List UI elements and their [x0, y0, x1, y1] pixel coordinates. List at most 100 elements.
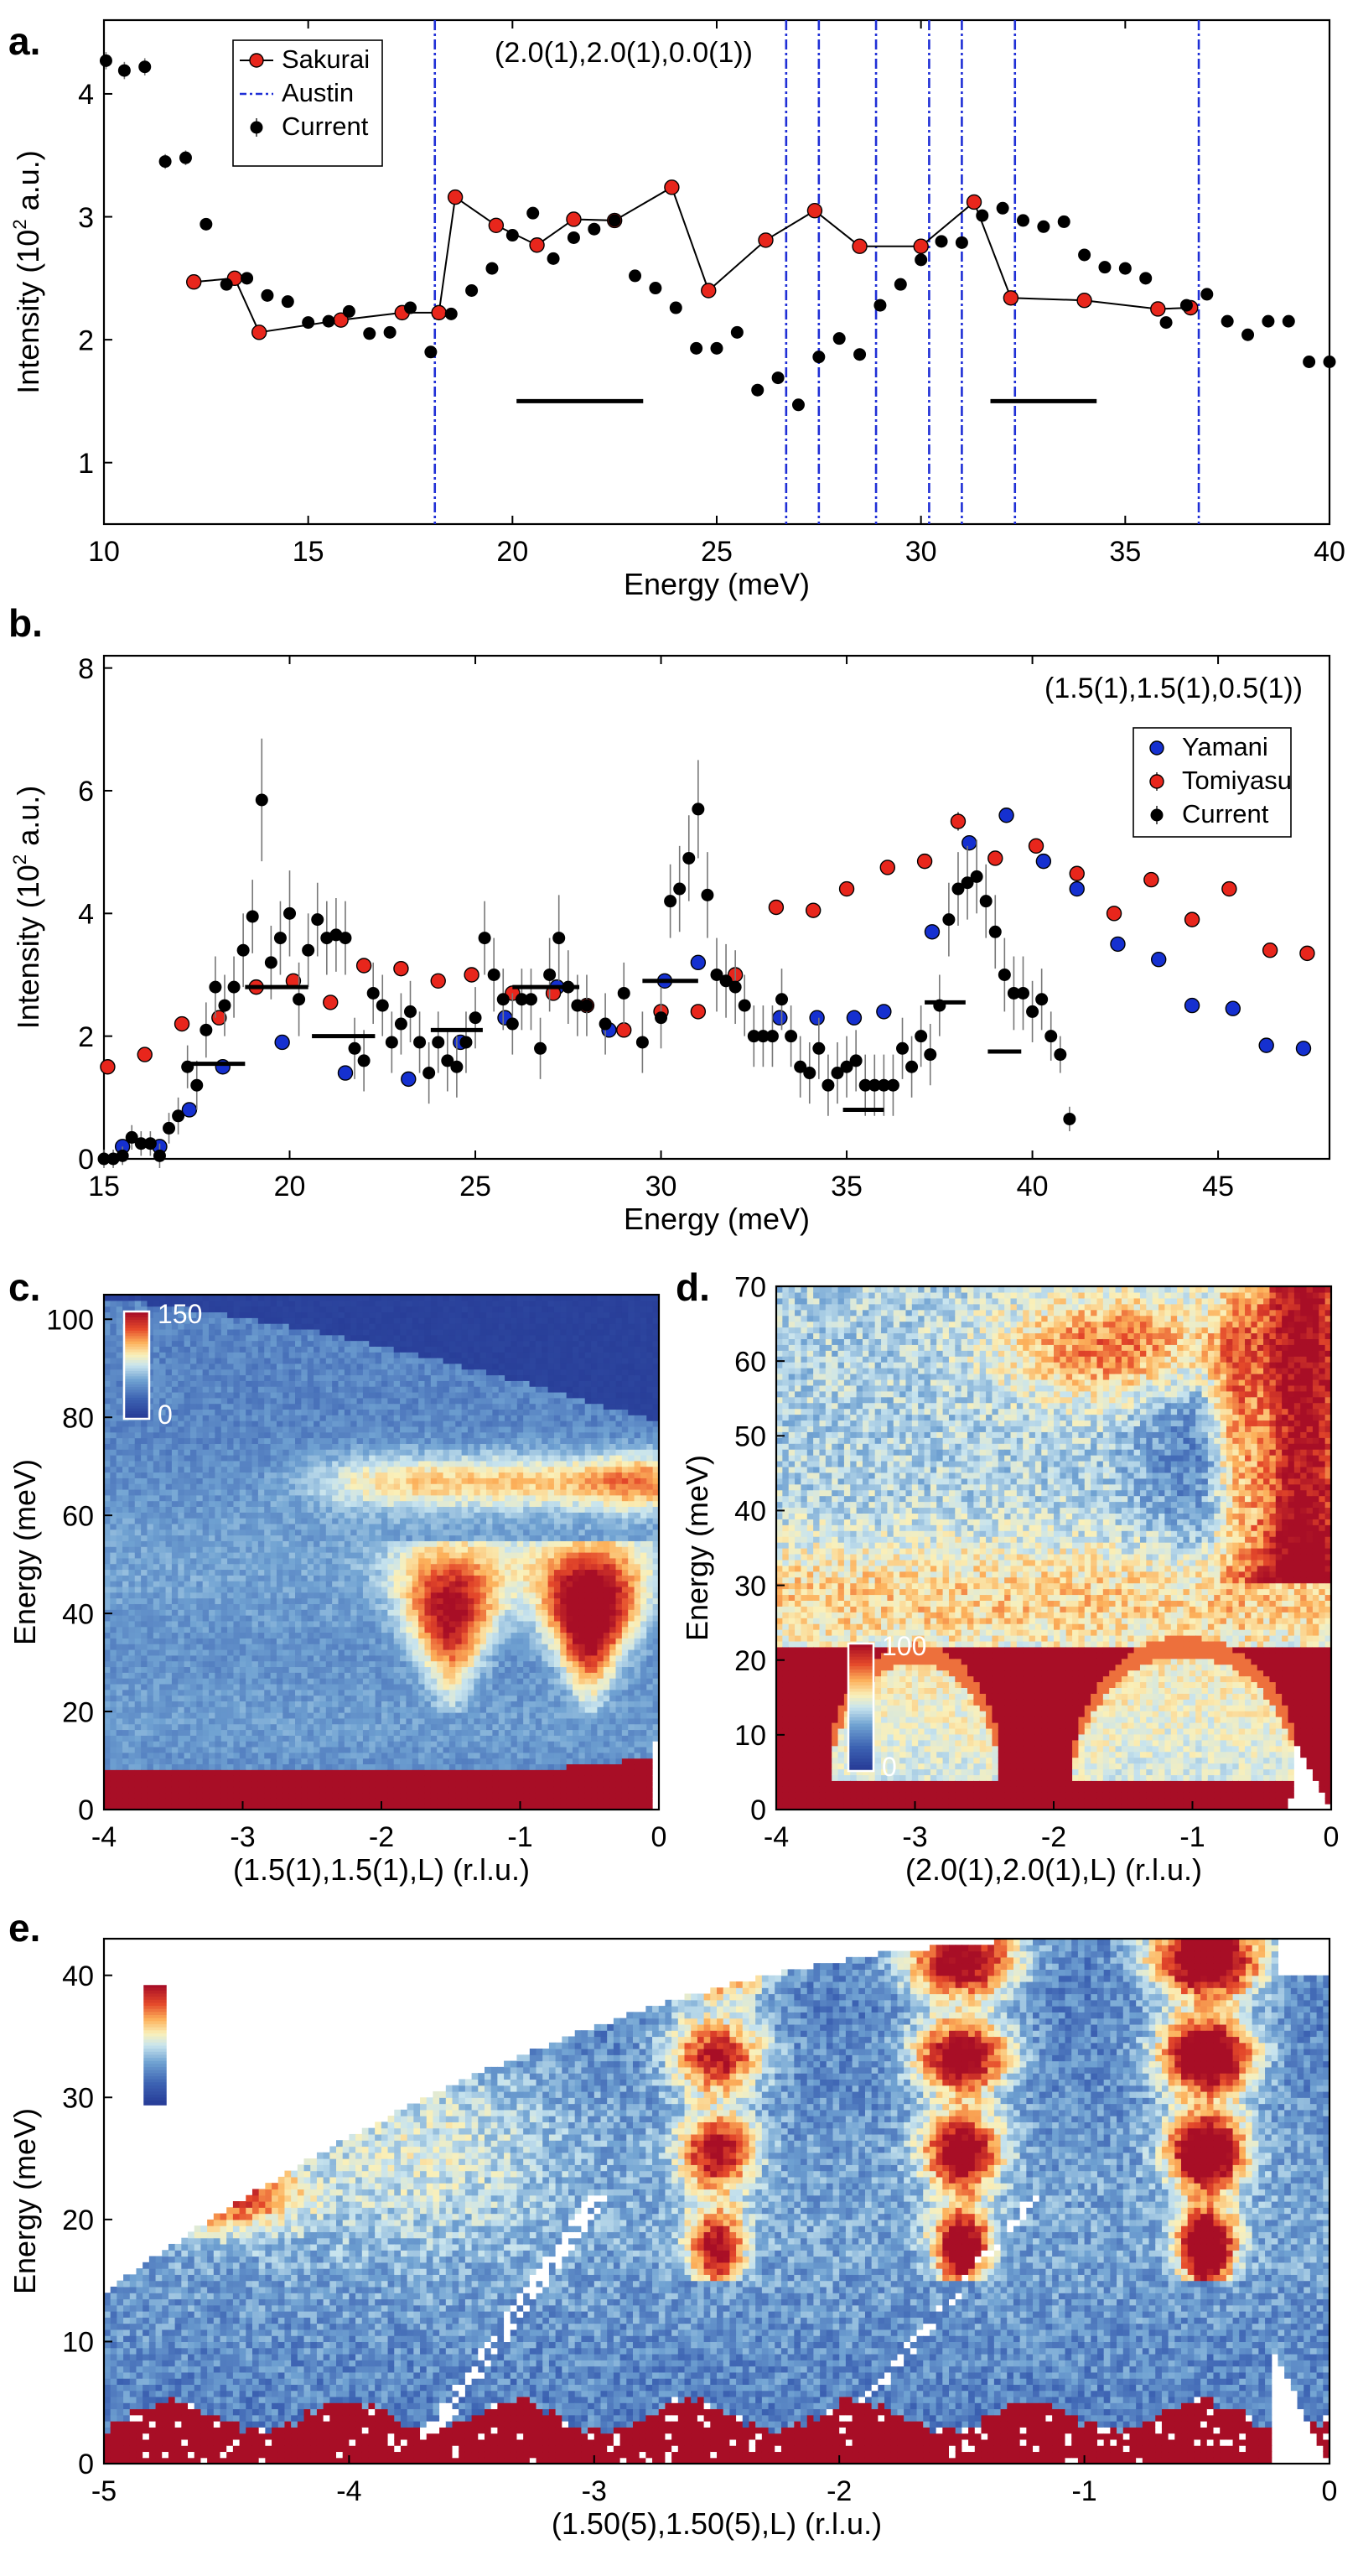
legend-label: Current — [1182, 799, 1269, 828]
legend-marker — [1149, 740, 1164, 756]
current-point — [915, 253, 928, 267]
colorbar-segment — [143, 1992, 168, 1997]
x-tick-label: 25 — [459, 1171, 491, 1202]
current-point — [376, 999, 389, 1012]
y-axis-label: Energy (meV) — [680, 1455, 714, 1641]
colorbar-frame — [122, 1310, 151, 1420]
colorbar-segment — [124, 1317, 149, 1321]
current-point — [1282, 314, 1295, 328]
current-point — [496, 993, 510, 1006]
colorbar-min: 0 — [176, 2087, 191, 2117]
y-tick-label: 20 — [62, 1696, 94, 1728]
colorbar-segment — [848, 1669, 873, 1673]
colorbar-segment — [848, 1764, 873, 1768]
plot-frame — [102, 1937, 1331, 2465]
current-point — [485, 262, 499, 275]
sakurai-line — [194, 185, 1191, 334]
x-tick-label: 0 — [651, 1821, 667, 1853]
colorbar-segment — [143, 2033, 168, 2037]
colorbar-segment — [848, 1736, 873, 1740]
y-tick-label: 20 — [734, 1645, 766, 1677]
legend-marker — [1149, 774, 1164, 789]
current-point — [348, 1041, 361, 1055]
legend-label: Yamani — [1182, 732, 1268, 761]
current-point — [635, 1036, 649, 1049]
current-point — [1118, 262, 1132, 275]
x-axis-label: Energy (meV) — [624, 1202, 810, 1236]
y-tick-label: 0 — [78, 1144, 94, 1176]
x-tick-label: 15 — [88, 1171, 120, 1202]
current-point — [791, 398, 805, 412]
x-tick-label: 45 — [1202, 1171, 1234, 1202]
axes: 15 20 25 30 35 40 45 0 2 4 6 8 Energy (meV) Intensity… — [9, 653, 1331, 1236]
sakurai-point — [186, 274, 202, 290]
current-point — [649, 282, 662, 295]
current-point — [342, 304, 355, 318]
colorbar-segment — [143, 2042, 168, 2046]
colorbar-segment — [848, 1726, 873, 1731]
current-point — [459, 1036, 473, 1049]
current-point — [858, 1078, 872, 1092]
colorbar-segment — [143, 2045, 168, 2049]
colorbar-segment — [124, 1359, 149, 1363]
current-point — [413, 1036, 427, 1049]
current-point — [322, 314, 335, 328]
current-point — [547, 252, 560, 265]
axes: -5 -4 -3 -2 -1 0 0 10 20 30 40 (1.50(5),1.50(5),L) … — [8, 1937, 1337, 2541]
y-axis-label: Intensity (102 a.u.) — [9, 150, 45, 394]
current-point — [730, 325, 744, 339]
colorbar-segment — [848, 1678, 873, 1683]
yamani-point — [809, 1010, 825, 1026]
legend-marker — [249, 53, 264, 68]
x-tick-label: 30 — [905, 536, 937, 568]
colorbar-segment — [143, 2018, 168, 2022]
colorbar-max: 100 — [882, 1631, 926, 1661]
current-point — [209, 980, 222, 994]
current-point — [756, 1030, 770, 1043]
x-tick-label: -5 — [91, 2475, 117, 2507]
current-point — [218, 999, 231, 1012]
current-point — [153, 1149, 166, 1162]
current-point — [273, 932, 287, 945]
colorbar-segment — [848, 1704, 873, 1708]
x-tick-label: -3 — [902, 1821, 927, 1853]
colorbar: 100 0 — [847, 1631, 926, 1782]
x-tick-label: 40 — [1314, 536, 1345, 568]
tomiyasu-point — [1184, 911, 1200, 927]
current-point — [1017, 986, 1029, 1000]
tomiyasu-point — [987, 850, 1003, 866]
colorbar-segment — [124, 1397, 149, 1401]
plot-area — [97, 738, 1315, 1168]
current-point — [281, 295, 294, 309]
colorbar-segment — [848, 1768, 873, 1772]
yamani-point — [1295, 1041, 1312, 1057]
current-point — [877, 1078, 890, 1092]
tomiyasu-point — [1262, 943, 1278, 958]
colorbar-segment — [143, 2103, 168, 2107]
x-tick-label: -1 — [507, 1821, 532, 1853]
x-tick-label: -1 — [1179, 1821, 1205, 1853]
current-point — [524, 993, 537, 1006]
current-point — [441, 1054, 454, 1067]
colorbar-segment — [143, 2020, 168, 2024]
current-point — [751, 383, 765, 397]
current-point — [580, 999, 593, 1012]
axes: 10 15 20 25 30 35 40 1 2 3 4 Energy (meV) Intensity … — [9, 18, 1345, 601]
legend-label: Tomiyasu — [1182, 766, 1292, 795]
colorbar-segment — [124, 1381, 149, 1384]
yamani-point — [1035, 853, 1052, 870]
tomiyasu-point — [768, 899, 785, 916]
current-point — [608, 214, 621, 227]
x-tick-label: -3 — [230, 1821, 255, 1853]
colorbar-segment — [143, 2063, 168, 2068]
legend-marker — [1150, 808, 1164, 822]
current-point — [1139, 272, 1153, 285]
colorbar-segment — [143, 2066, 168, 2070]
current-point — [599, 1017, 612, 1031]
colorbar-segment — [143, 2002, 168, 2007]
current-point — [246, 910, 259, 923]
current-point — [505, 229, 519, 242]
current-point — [655, 1011, 668, 1025]
colorbar-segment — [143, 2094, 168, 2098]
tomiyasu-point — [464, 967, 479, 983]
